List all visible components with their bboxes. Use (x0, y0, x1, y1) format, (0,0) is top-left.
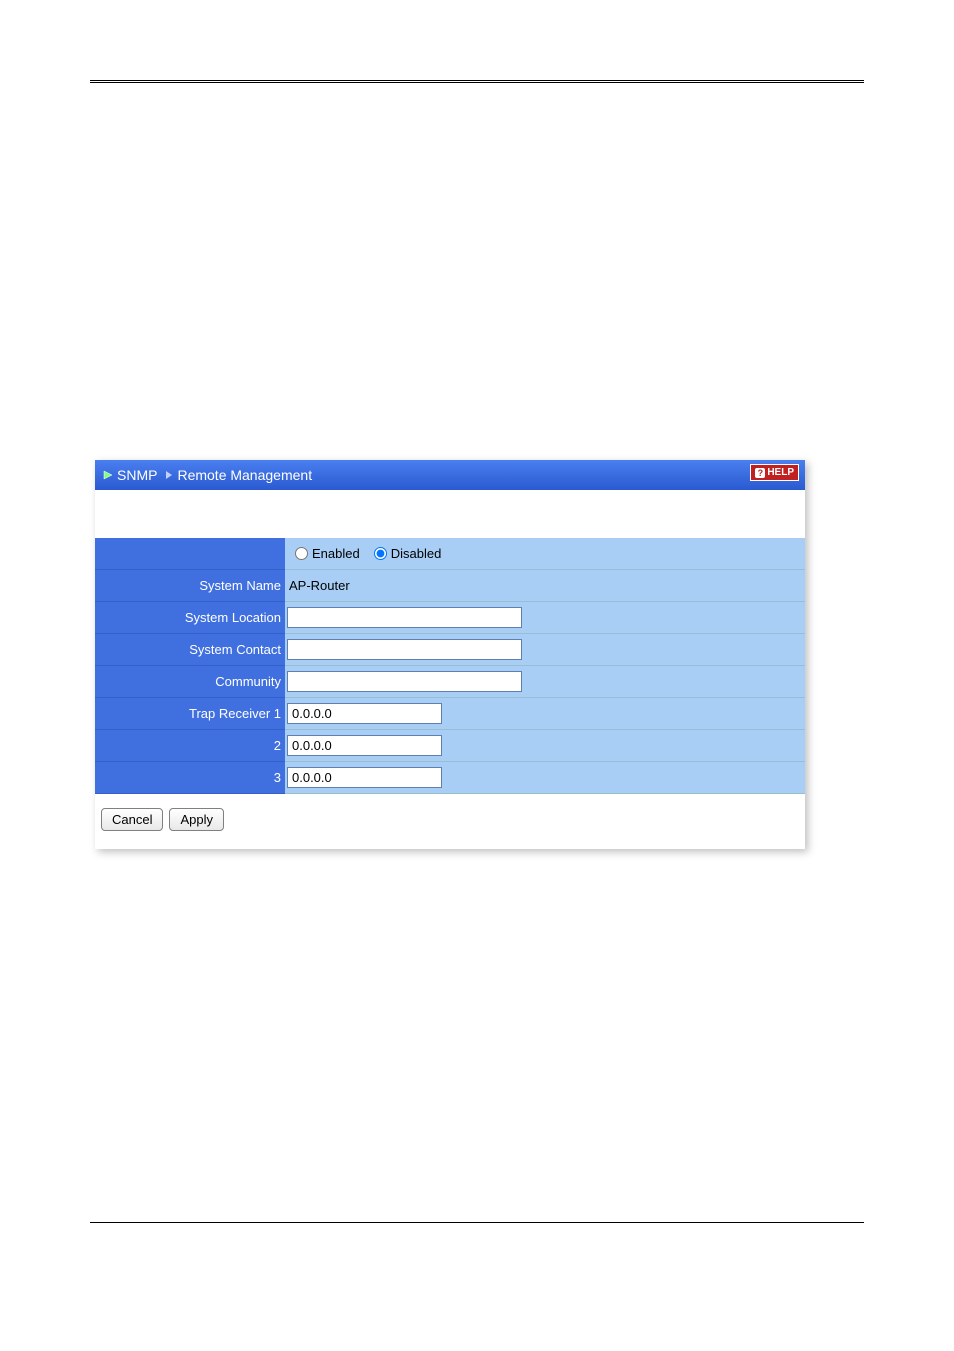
button-bar: Cancel Apply (95, 794, 805, 831)
help-label: HELP (767, 467, 794, 478)
input-trap-receiver-1[interactable] (287, 703, 442, 724)
help-button[interactable]: ? HELP (750, 464, 799, 481)
label-trap-receiver-3: 3 (95, 762, 285, 794)
value-trap-receiver-1 (285, 698, 805, 730)
cancel-button[interactable]: Cancel (101, 808, 163, 831)
label-trap-receiver-2: 2 (95, 730, 285, 762)
row-system-location: System Location (95, 602, 805, 634)
panel-header: SNMP Remote Management ? HELP (95, 460, 805, 490)
label-system-location: System Location (95, 602, 285, 634)
value-system-name: AP-Router (285, 570, 805, 602)
radio-disabled[interactable] (374, 547, 387, 560)
input-trap-receiver-3[interactable] (287, 767, 442, 788)
enable-radio-group: Enabled Disabled (287, 546, 451, 561)
radio-enabled-label[interactable]: Enabled (312, 546, 360, 561)
breadcrumb-item-snmp[interactable]: SNMP (117, 467, 157, 483)
value-system-contact (285, 634, 805, 666)
row-trap-receiver-3: 3 (95, 762, 805, 794)
label-system-contact: System Contact (95, 634, 285, 666)
radio-disabled-label[interactable]: Disabled (391, 546, 442, 561)
input-system-contact[interactable] (287, 639, 522, 660)
breadcrumb-item-remote-management[interactable]: Remote Management (177, 467, 312, 483)
radio-enabled[interactable] (295, 547, 308, 560)
row-enable: Enabled Disabled (95, 538, 805, 570)
form-rows: Enabled Disabled System Name AP-Router S… (95, 538, 805, 794)
label-trap-receiver-1: Trap Receiver 1 (95, 698, 285, 730)
label-system-name: System Name (95, 570, 285, 602)
value-trap-receiver-3 (285, 762, 805, 794)
row-trap-receiver-2: 2 (95, 730, 805, 762)
breadcrumb-arrow-icon (165, 470, 173, 480)
input-community[interactable] (287, 671, 522, 692)
value-trap-receiver-2 (285, 730, 805, 762)
system-name-value: AP-Router (287, 578, 350, 593)
value-community (285, 666, 805, 698)
label-enable (95, 538, 285, 570)
page-top-rule (90, 80, 864, 83)
value-enable: Enabled Disabled (285, 538, 805, 570)
row-community: Community (95, 666, 805, 698)
page-bottom-rule (90, 1222, 864, 1223)
apply-button[interactable]: Apply (169, 808, 224, 831)
row-system-contact: System Contact (95, 634, 805, 666)
help-icon: ? (755, 468, 765, 478)
input-system-location[interactable] (287, 607, 522, 628)
panel-body: Enabled Disabled System Name AP-Router S… (95, 490, 805, 849)
input-trap-receiver-2[interactable] (287, 735, 442, 756)
snmp-panel: SNMP Remote Management ? HELP Enabled Di… (95, 460, 805, 849)
breadcrumb-arrow-icon (103, 470, 113, 480)
label-community: Community (95, 666, 285, 698)
row-trap-receiver-1: Trap Receiver 1 (95, 698, 805, 730)
row-system-name: System Name AP-Router (95, 570, 805, 602)
value-system-location (285, 602, 805, 634)
